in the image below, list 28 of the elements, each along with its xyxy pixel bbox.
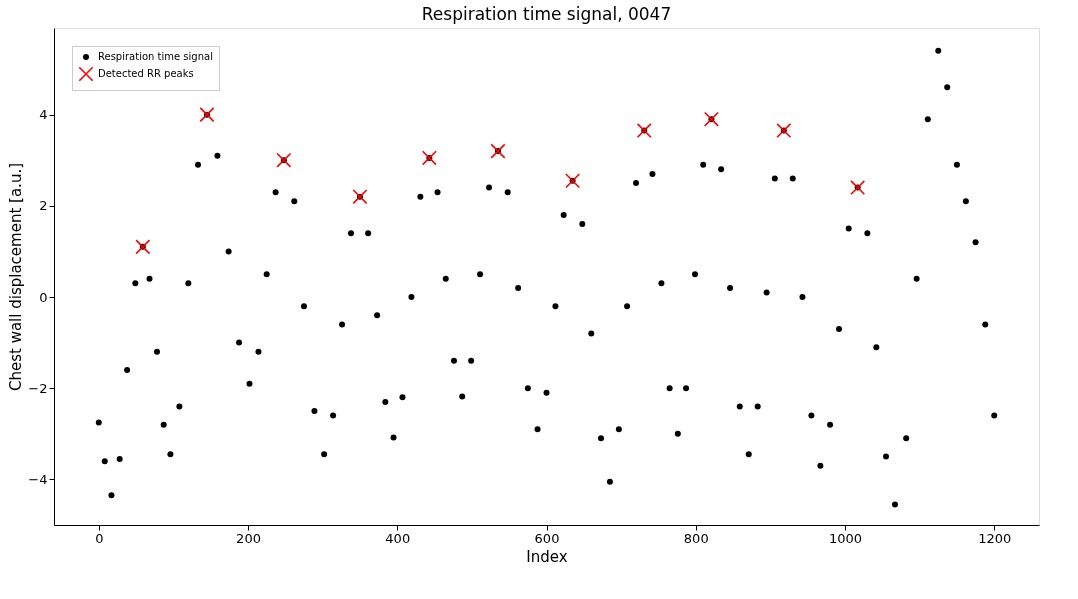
legend-label: Respiration time signal [98,51,213,62]
x-tick-label: 200 [236,530,261,546]
point [850,180,866,196]
x-tick-label: 800 [683,530,709,546]
point [565,173,581,189]
y-tick-label: −4 [28,471,48,487]
point [199,107,215,123]
x-axis-title: Index [526,547,568,566]
point [421,150,437,166]
point [135,239,151,255]
point [490,143,506,159]
x-tick-label: 1200 [978,530,1012,546]
x-tick-label: 0 [95,530,104,546]
legend-label: Detected RR peaks [98,68,194,79]
y-tick-label: −2 [28,380,48,396]
point [352,189,368,205]
point [636,123,652,139]
x-tick-label: 600 [534,530,560,546]
point [776,123,792,139]
y-tick-label: 2 [39,198,48,214]
y-axis-title: Chest wall displacement [a.u.] [7,162,26,392]
point [276,152,292,168]
x-tick-label: 400 [385,530,411,546]
y-tick-label: 0 [39,289,48,305]
y-tick-label: 4 [39,107,48,123]
chart-title: Respiration time signal, 0047 [421,4,672,24]
x-tick-label: 1000 [828,530,863,546]
point [703,111,719,127]
